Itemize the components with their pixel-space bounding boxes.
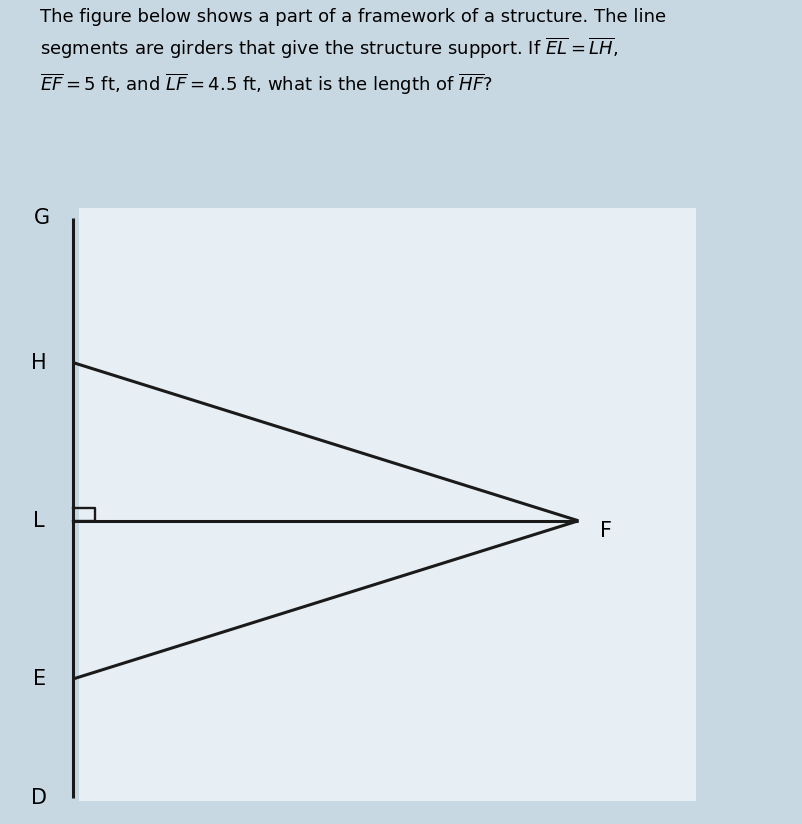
Text: F: F (600, 521, 612, 541)
Bar (79, 208, 695, 801)
Text: L: L (34, 511, 45, 531)
Text: E: E (33, 669, 46, 689)
Text: The figure below shows a part of a framework of a structure. The line
segments a: The figure below shows a part of a frame… (40, 8, 666, 96)
Text: H: H (31, 353, 47, 372)
Text: D: D (31, 788, 47, 808)
Text: G: G (34, 208, 50, 227)
